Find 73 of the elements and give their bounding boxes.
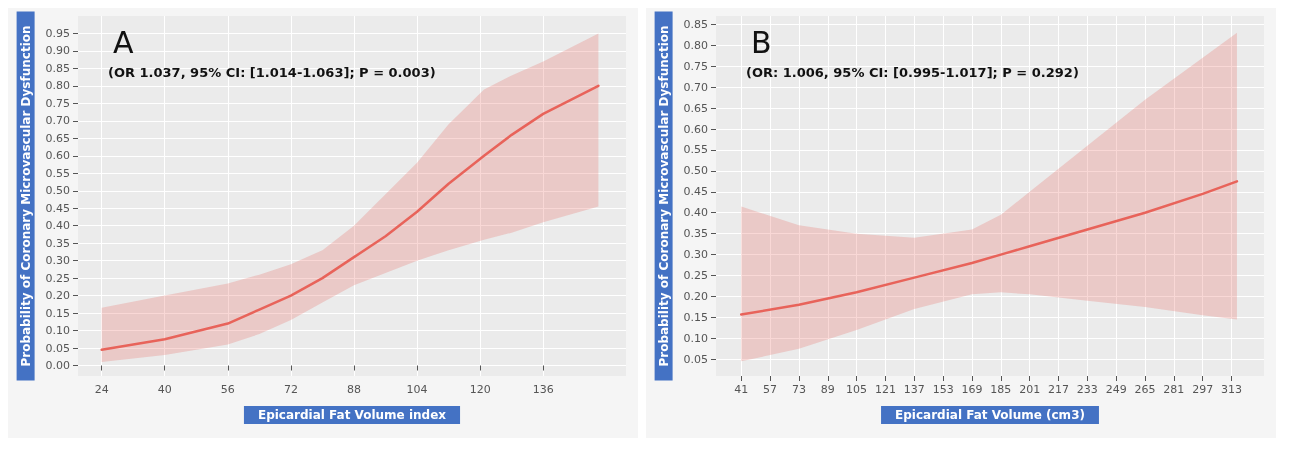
x-axis-title: Epicardial Fat Volume index [257, 408, 447, 422]
x-tick-label: 121 [874, 383, 896, 396]
y-tick-label: 0.25 [45, 271, 70, 285]
chart-title: A [113, 24, 134, 60]
y-tick-label: 0.80 [683, 38, 708, 52]
y-tick-label: 0.60 [45, 149, 70, 163]
y-tick-label: 0.10 [45, 324, 70, 338]
y-tick-label: 0.30 [45, 254, 70, 268]
x-tick-label: 313 [1221, 383, 1243, 396]
y-tick-label: 0.35 [45, 236, 70, 250]
y-tick-label: 0.50 [45, 184, 70, 198]
y-tick-label: 0.05 [683, 352, 708, 366]
y-tick-label: 0.70 [683, 80, 708, 94]
y-tick-label: 0.95 [45, 26, 70, 40]
annotation: (OR: 1.006, 95% CI: [0.995-1.017]; P = 0.292) [746, 65, 1079, 80]
x-tick-label: 105 [846, 383, 868, 396]
y-tick-label: 0.55 [683, 143, 708, 157]
y-tick-label: 0.10 [683, 331, 708, 345]
y-tick-label: 0.25 [683, 269, 708, 283]
x-tick-label: 24 [94, 383, 109, 396]
y-tick-label: 0.35 [683, 227, 708, 241]
x-tick-label: 169 [961, 383, 983, 396]
y-tick-label: 0.30 [683, 248, 708, 262]
chart-title: B [751, 24, 772, 60]
y-axis-title: Probability of Coronary Microvascular Dysfunction [18, 25, 33, 367]
x-tick-label: 185 [990, 383, 1012, 396]
x-tick-label: 104 [406, 383, 428, 396]
y-tick-label: 0.65 [683, 101, 708, 115]
y-tick-label: 0.55 [45, 166, 70, 180]
y-tick-label: 0.15 [683, 310, 708, 324]
y-axis-title: Probability of Coronary Microvascular Dysfunction [656, 25, 671, 367]
y-tick-label: 0.85 [683, 17, 708, 31]
y-tick-label: 0.40 [45, 219, 70, 233]
y-tick-label: 0.70 [45, 114, 70, 128]
y-tick-label: 0.80 [45, 79, 70, 93]
x-tick-label: 201 [1019, 383, 1041, 396]
y-tick-label: 0.45 [683, 185, 708, 199]
y-tick-label: 0.05 [45, 341, 70, 355]
line-series [100, 84, 600, 352]
annotation: (OR 1.037, 95% CI: [1.014-1.063]; P = 0.003) [108, 65, 436, 80]
x-tick-label: 56 [220, 383, 235, 396]
y-tick-label: 0.20 [45, 289, 70, 303]
y-tick-label: 0.75 [683, 59, 708, 73]
x-tick-label: 249 [1105, 383, 1127, 396]
x-tick-label: 57 [763, 383, 778, 396]
x-tick-label: 89 [820, 383, 835, 396]
y-tick-label: 0.20 [683, 289, 708, 303]
y-tick-label: 0.45 [45, 201, 70, 215]
x-tick-label: 297 [1192, 383, 1214, 396]
x-tick-label: 265 [1134, 383, 1156, 396]
y-tick-label: 0.60 [683, 122, 708, 136]
y-tick-label: 0.15 [45, 306, 70, 320]
x-tick-label: 153 [932, 383, 954, 396]
x-tick-label: 120 [469, 383, 491, 396]
x-axis-title: Epicardial Fat Volume (cm3) [895, 408, 1085, 422]
x-tick-label: 233 [1076, 383, 1098, 396]
y-tick-label: 0.00 [45, 359, 70, 373]
x-tick-label: 72 [283, 383, 298, 396]
y-tick-label: 0.40 [683, 206, 708, 220]
x-tick-label: 281 [1163, 383, 1185, 396]
x-tick-label: 136 [532, 383, 554, 396]
line-series [739, 180, 1239, 316]
y-tick-label: 0.85 [45, 61, 70, 75]
x-tick-label: 40 [157, 383, 172, 396]
x-tick-label: 88 [346, 383, 361, 396]
y-tick-label: 0.75 [45, 96, 70, 110]
x-tick-label: 41 [734, 383, 749, 396]
x-tick-label: 137 [903, 383, 925, 396]
y-tick-label: 0.50 [683, 164, 708, 178]
x-tick-label: 217 [1048, 383, 1069, 396]
x-tick-label: 73 [791, 383, 806, 396]
y-tick-label: 0.65 [45, 131, 70, 145]
y-tick-label: 0.90 [45, 44, 70, 58]
